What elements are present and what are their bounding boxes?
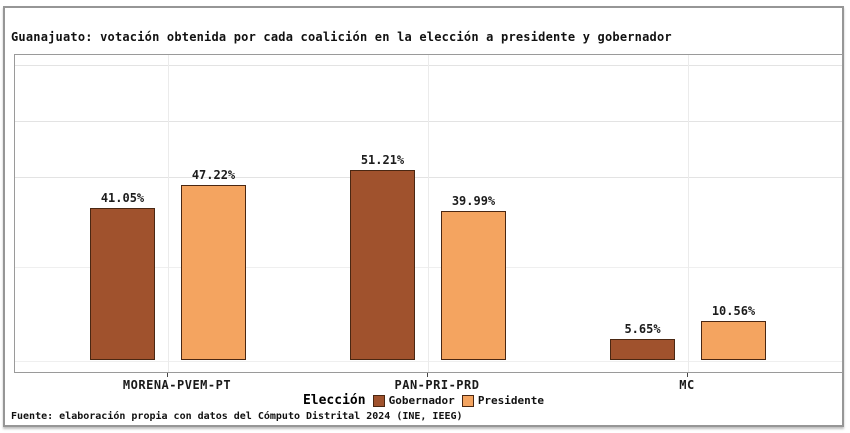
- legend-label: Gobernador: [388, 394, 455, 407]
- x-axis-label-pan-pri-prd: PAN-PRI-PRD: [394, 378, 480, 392]
- bar-rect: [441, 211, 506, 360]
- bar-presidente-morena-pvem-pt: 47.22%: [181, 168, 246, 360]
- legend-title: Elección: [302, 393, 366, 408]
- legend-item-gobernador: Gobernador: [372, 394, 455, 407]
- bar-rect: [181, 184, 246, 360]
- gobernador-swatch-icon: [372, 394, 385, 407]
- chart-figure: Guanajuato: votación obtenida por cada c…: [3, 6, 844, 427]
- gridline: [428, 55, 429, 372]
- x-axis-tick: [167, 373, 168, 377]
- x-axis-tick: [427, 373, 428, 377]
- bar-gobernador-mc: 5.65%: [610, 322, 675, 360]
- bar-rect: [350, 169, 415, 360]
- gridline: [168, 55, 169, 372]
- presidente-swatch-icon: [461, 394, 474, 407]
- bar-value-label: 41.05%: [100, 190, 145, 205]
- gridline: [688, 55, 689, 372]
- x-axis-tick: [687, 373, 688, 377]
- bar-gobernador-pan-pri-prd: 51.21%: [350, 153, 415, 360]
- bar-rect: [610, 339, 675, 360]
- source-note: Fuente: elaboración propia con datos del…: [11, 411, 463, 422]
- bar-presidente-pan-pri-prd: 39.99%: [441, 194, 506, 360]
- bar-presidente-mc: 10.56%: [701, 304, 766, 360]
- x-axis-label-mc: MC: [679, 378, 695, 392]
- plot-panel: 41.05% 51.21% 5.65% 47.22% 39.99% 10.56%: [14, 54, 843, 373]
- bar-value-label: 47.22%: [191, 167, 236, 182]
- bar-gobernador-morena-pvem-pt: 41.05%: [90, 190, 155, 360]
- bar-rect: [701, 320, 766, 360]
- legend-item-presidente: Presidente: [461, 394, 545, 407]
- legend: Elección Gobernador Presidente: [5, 393, 842, 408]
- bar-value-label: 5.65%: [624, 322, 661, 337]
- bar-rect: [90, 207, 155, 360]
- x-axis-label-morena-pvem-pt: MORENA-PVEM-PT: [122, 378, 232, 392]
- bar-value-label: 10.56%: [711, 303, 756, 318]
- bar-value-label: 39.99%: [451, 194, 496, 209]
- chart-title: Guanajuato: votación obtenida por cada c…: [11, 30, 672, 44]
- bar-value-label: 51.21%: [360, 152, 405, 167]
- legend-label: Presidente: [477, 394, 545, 407]
